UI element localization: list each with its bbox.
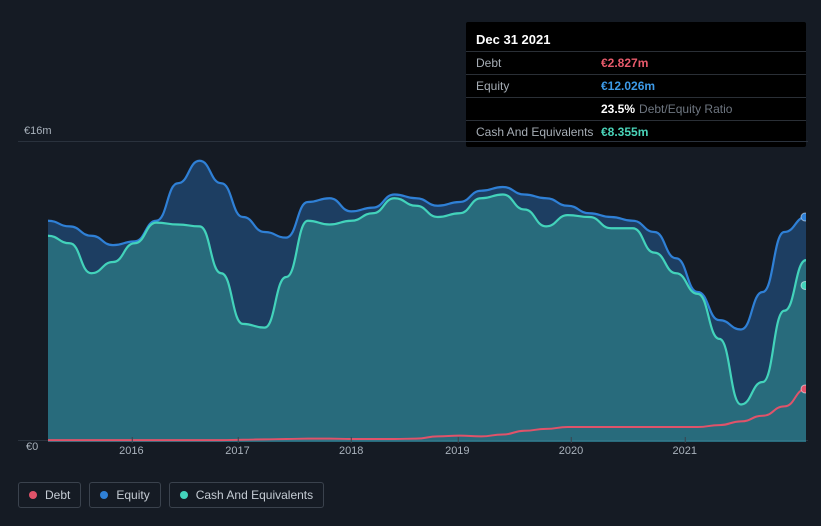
legend-label: Equity xyxy=(116,488,149,502)
tooltip-row: 23.5%Debt/Equity Ratio xyxy=(466,97,806,120)
tooltip-row: Equity€12.026m xyxy=(466,74,806,97)
cash-end-dot xyxy=(801,281,806,289)
tooltip-row-value: €2.827m xyxy=(601,56,648,70)
legend-label: Cash And Equivalents xyxy=(196,488,313,502)
x-axis-label: 2020 xyxy=(559,445,583,457)
tooltip-row-value: €12.026m xyxy=(601,79,655,93)
legend-label: Debt xyxy=(45,488,70,502)
plot-area[interactable] xyxy=(18,141,808,441)
legend-swatch xyxy=(29,491,37,499)
series-svg xyxy=(48,142,806,442)
legend-swatch xyxy=(180,491,188,499)
tooltip-date: Dec 31 2021 xyxy=(466,26,806,51)
x-axis: 2016 2017 2018 2019 2020 2021 xyxy=(18,445,808,465)
legend-item-cash-and-equivalents[interactable]: Cash And Equivalents xyxy=(169,482,324,508)
debt-end-dot xyxy=(801,385,806,393)
financial-chart: €16m €0 201620172018201920202021 xyxy=(18,125,808,465)
legend-item-equity[interactable]: Equity xyxy=(89,482,160,508)
x-axis-label: 2016 xyxy=(119,445,143,457)
legend-item-debt[interactable]: Debt xyxy=(18,482,81,508)
tooltip-row-label: Debt xyxy=(476,56,601,70)
cash-area xyxy=(48,195,806,443)
x-axis-label: 2018 xyxy=(339,445,363,457)
tooltip-row-label: Equity xyxy=(476,79,601,93)
equity-end-dot xyxy=(801,213,806,221)
x-axis-label: 2019 xyxy=(445,445,469,457)
x-axis-label: 2017 xyxy=(225,445,249,457)
legend: Debt Equity Cash And Equivalents xyxy=(18,482,324,508)
tooltip-row-sublabel: Debt/Equity Ratio xyxy=(639,102,732,116)
tooltip-row: Debt€2.827m xyxy=(466,51,806,74)
legend-swatch xyxy=(100,491,108,499)
y-axis-max-label: €16m xyxy=(24,125,808,137)
tooltip-row-value: 23.5%Debt/Equity Ratio xyxy=(601,102,732,116)
x-axis-label: 2021 xyxy=(672,445,696,457)
